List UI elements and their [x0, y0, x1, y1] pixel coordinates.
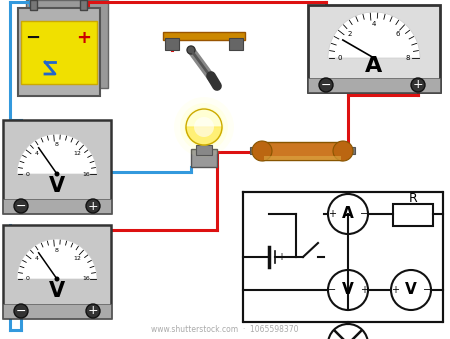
Circle shape	[54, 277, 59, 281]
Text: 0: 0	[26, 172, 30, 177]
Circle shape	[411, 78, 425, 92]
Text: R: R	[409, 192, 418, 204]
Bar	[30, 0, 37, 10]
Circle shape	[319, 78, 333, 92]
Text: −: −	[258, 252, 266, 262]
Text: −: −	[16, 304, 26, 318]
Circle shape	[194, 117, 214, 137]
Text: V: V	[49, 281, 65, 301]
Text: −: −	[423, 285, 431, 295]
Text: 4: 4	[35, 151, 39, 156]
Wedge shape	[17, 239, 97, 279]
Bar	[165, 38, 179, 50]
Text: V: V	[405, 282, 417, 298]
Bar	[26, 0, 108, 88]
Bar	[18, 8, 100, 96]
Text: −: −	[328, 285, 336, 295]
Text: +: +	[88, 199, 98, 213]
Circle shape	[252, 141, 272, 161]
Circle shape	[187, 46, 195, 54]
Text: 8: 8	[406, 55, 410, 61]
Text: 8: 8	[55, 142, 59, 147]
Bar	[3, 225, 111, 318]
Text: www.shutterstock.com  ·  1065598370: www.shutterstock.com · 1065598370	[151, 325, 299, 335]
Bar	[308, 5, 440, 92]
Text: +: +	[277, 252, 285, 262]
Text: 0: 0	[338, 55, 342, 61]
Bar	[341, 147, 355, 154]
Text: −: −	[360, 209, 368, 219]
Wedge shape	[328, 12, 420, 58]
Bar	[80, 0, 87, 10]
Circle shape	[328, 324, 368, 339]
Text: 6: 6	[396, 31, 400, 37]
Bar	[191, 149, 217, 167]
Bar	[21, 21, 97, 84]
Circle shape	[14, 199, 28, 213]
Bar	[262, 142, 343, 160]
Bar	[308, 78, 440, 92]
Circle shape	[86, 304, 100, 318]
Circle shape	[333, 141, 353, 161]
Circle shape	[328, 194, 368, 234]
Circle shape	[328, 270, 368, 310]
Text: 16: 16	[82, 172, 90, 177]
Text: +: +	[88, 304, 98, 318]
Text: −: −	[321, 79, 331, 92]
Text: 4: 4	[35, 256, 39, 261]
Circle shape	[54, 172, 59, 177]
Bar	[393, 204, 433, 226]
Bar	[3, 120, 111, 213]
Text: −: −	[16, 199, 26, 213]
Text: A: A	[365, 56, 382, 76]
Text: V: V	[49, 176, 65, 196]
Text: 4: 4	[372, 21, 376, 27]
Bar	[163, 32, 245, 40]
Text: +: +	[328, 209, 336, 219]
Text: +: +	[391, 285, 399, 295]
Text: 2: 2	[348, 31, 352, 37]
Text: 0: 0	[26, 277, 30, 281]
Circle shape	[184, 107, 224, 147]
Text: 16: 16	[82, 277, 90, 281]
Bar	[196, 145, 212, 155]
Text: 12: 12	[73, 151, 81, 156]
Text: +: +	[413, 79, 423, 92]
Bar	[264, 156, 341, 160]
Polygon shape	[186, 127, 222, 145]
Circle shape	[14, 304, 28, 318]
Text: +: +	[76, 29, 91, 47]
Circle shape	[86, 199, 100, 213]
Circle shape	[174, 97, 234, 157]
Text: 12: 12	[73, 256, 81, 261]
Circle shape	[180, 103, 228, 151]
Circle shape	[391, 270, 431, 310]
Text: 8: 8	[55, 247, 59, 253]
Bar	[3, 199, 111, 213]
Polygon shape	[49, 58, 71, 82]
Bar	[250, 147, 264, 154]
Wedge shape	[17, 134, 97, 174]
Text: A: A	[342, 206, 354, 221]
Bar	[229, 38, 243, 50]
Text: V: V	[342, 282, 354, 298]
Text: +: +	[360, 285, 368, 295]
Bar	[3, 304, 111, 318]
Text: −: −	[26, 29, 40, 47]
